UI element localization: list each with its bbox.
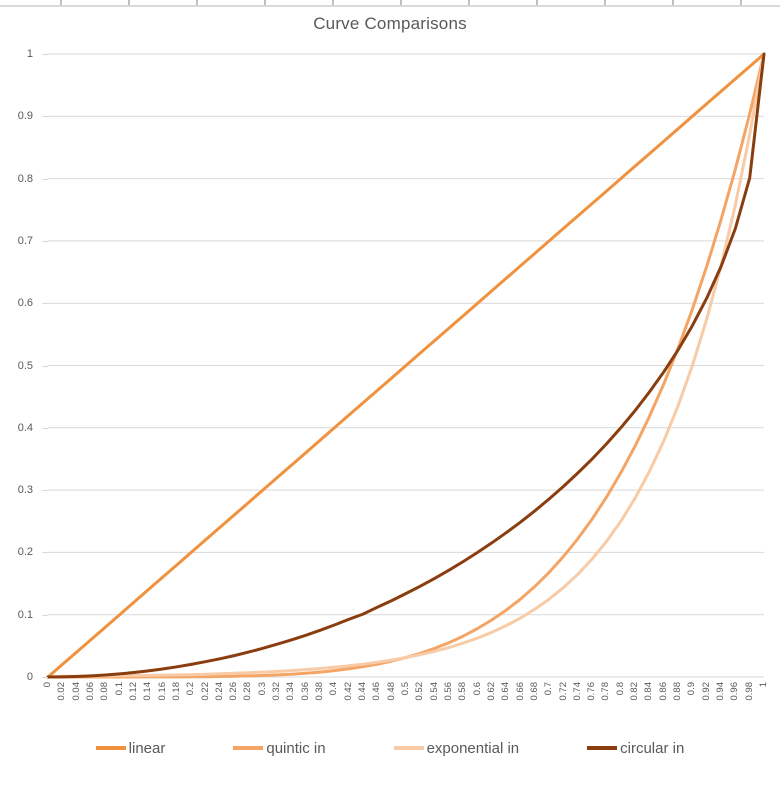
x-tick-label: 0.44 bbox=[357, 682, 369, 701]
x-tick-label: 0.12 bbox=[127, 682, 139, 701]
x-tick-label: 0.5 bbox=[400, 682, 411, 696]
x-tick-label: 0.88 bbox=[672, 682, 684, 701]
x-tick-label: 0.64 bbox=[500, 682, 512, 701]
x-tick-label: 0.14 bbox=[142, 682, 154, 701]
legend-label: circular in bbox=[620, 739, 685, 757]
chart-legend: linear quintic in exponential in circular i… bbox=[0, 736, 780, 760]
legend-item-exponential-in[interactable]: exponential in bbox=[393, 739, 520, 757]
x-tick-label: 0.08 bbox=[99, 682, 111, 701]
legend-line-swatch bbox=[393, 746, 424, 750]
x-tick-label: 0.6 bbox=[471, 682, 483, 696]
y-tick-mark bbox=[42, 116, 48, 118]
x-tick-label: 0.22 bbox=[199, 682, 211, 701]
x-tick-label: 0.18 bbox=[170, 682, 182, 701]
x-tick-label: 0 bbox=[42, 682, 53, 688]
x-tick-label: 0.66 bbox=[514, 682, 526, 701]
x-tick-label: 0.58 bbox=[457, 682, 469, 701]
y-tick-mark bbox=[42, 240, 48, 242]
x-tick-label: 0.48 bbox=[385, 682, 397, 701]
y-tick-mark bbox=[42, 614, 48, 616]
x-tick-label: 0.52 bbox=[414, 682, 426, 701]
x-tick-label: 0.1 bbox=[113, 682, 125, 696]
legend-label: quintic in bbox=[266, 739, 326, 757]
x-tick-label: 0.04 bbox=[70, 682, 82, 701]
x-tick-label: 0.7 bbox=[543, 682, 555, 696]
y-tick-label: 0.6 bbox=[17, 297, 33, 310]
x-tick-label: 0.32 bbox=[271, 682, 283, 701]
y-tick-mark bbox=[42, 178, 48, 180]
legend-item-quintic-in[interactable]: quintic in bbox=[233, 739, 326, 757]
series-line-circular-in bbox=[46, 52, 766, 679]
x-tick-label: 0.34 bbox=[285, 682, 297, 701]
x-tick-label: 0.46 bbox=[371, 682, 383, 701]
series-line-linear bbox=[46, 52, 766, 679]
x-tick-label: 0.42 bbox=[342, 682, 354, 701]
x-tick-label: 0.28 bbox=[242, 682, 254, 701]
x-tick-label: 0.02 bbox=[56, 682, 68, 701]
y-tick-mark bbox=[42, 427, 48, 429]
y-tick-label: 0.4 bbox=[17, 421, 33, 434]
legend-line-swatch bbox=[95, 746, 126, 750]
plot-area bbox=[46, 52, 766, 679]
legend-item-linear[interactable]: linear bbox=[95, 739, 166, 757]
chart-title: Curve Comparisons bbox=[313, 14, 467, 33]
x-tick-label: 0.74 bbox=[571, 682, 583, 701]
x-tick-label: 0.82 bbox=[629, 682, 641, 701]
x-tick-label: 0.3 bbox=[256, 682, 268, 696]
y-tick-label: 1 bbox=[26, 48, 33, 60]
y-tick-mark bbox=[42, 490, 48, 492]
y-tick-label: 0.1 bbox=[17, 608, 33, 621]
y-tick-label: 0.9 bbox=[17, 110, 33, 123]
legend-line-swatch bbox=[233, 746, 264, 750]
x-tick-label: 0.9 bbox=[686, 682, 698, 696]
y-tick-label: 0 bbox=[26, 671, 33, 683]
x-tick-label: 0.54 bbox=[428, 682, 440, 701]
x-tick-label: 0.78 bbox=[600, 682, 612, 701]
x-tick-label: 0.2 bbox=[185, 682, 197, 696]
y-tick-label: 0.5 bbox=[17, 359, 33, 372]
x-tick-label: 0.36 bbox=[299, 682, 311, 701]
x-tick-label: 0.4 bbox=[328, 682, 340, 696]
legend-line-swatch bbox=[587, 746, 618, 750]
y-tick-mark bbox=[42, 54, 48, 55]
series-line-exponential-in bbox=[46, 52, 766, 679]
x-tick-label: 0.68 bbox=[528, 682, 540, 701]
plot-svg bbox=[46, 52, 766, 679]
x-tick-label: 0.26 bbox=[228, 682, 240, 701]
x-tick-label: 0.8 bbox=[614, 682, 626, 696]
x-tick-label: 0.84 bbox=[643, 682, 655, 701]
x-tick-label: 0.62 bbox=[485, 682, 497, 701]
y-tick-label: 0.3 bbox=[17, 484, 33, 497]
x-tick-label: 0.56 bbox=[442, 682, 454, 701]
x-tick-label: 0.16 bbox=[156, 682, 168, 701]
legend-label: linear bbox=[128, 739, 166, 757]
x-tick-label: 0.72 bbox=[557, 682, 569, 701]
y-tick-mark bbox=[42, 303, 48, 305]
x-tick-label: 0.96 bbox=[729, 682, 741, 701]
legend-item-circular-in[interactable]: circular in bbox=[587, 740, 684, 757]
x-tick-label: 0.24 bbox=[213, 682, 225, 701]
y-tick-label: 0.8 bbox=[17, 172, 33, 185]
legend-label: exponential in bbox=[426, 739, 520, 757]
x-tick-label: 0.98 bbox=[743, 682, 755, 701]
x-tick-label: 0.76 bbox=[586, 682, 598, 701]
y-tick-mark bbox=[42, 677, 48, 678]
y-tick-label: 0.2 bbox=[17, 546, 33, 559]
x-tick-label: 1 bbox=[758, 682, 769, 688]
spreadsheet-gridline-strip bbox=[0, 0, 780, 7]
y-tick-mark bbox=[42, 365, 48, 367]
x-tick-label: 0.38 bbox=[314, 682, 326, 701]
x-tick-label: 0.06 bbox=[84, 682, 96, 701]
y-tick-mark bbox=[42, 552, 48, 554]
x-tick-label: 0.94 bbox=[715, 682, 727, 701]
y-tick-label: 0.7 bbox=[17, 234, 33, 247]
x-tick-label: 0.86 bbox=[657, 682, 669, 701]
x-tick-label: 0.92 bbox=[700, 682, 712, 701]
